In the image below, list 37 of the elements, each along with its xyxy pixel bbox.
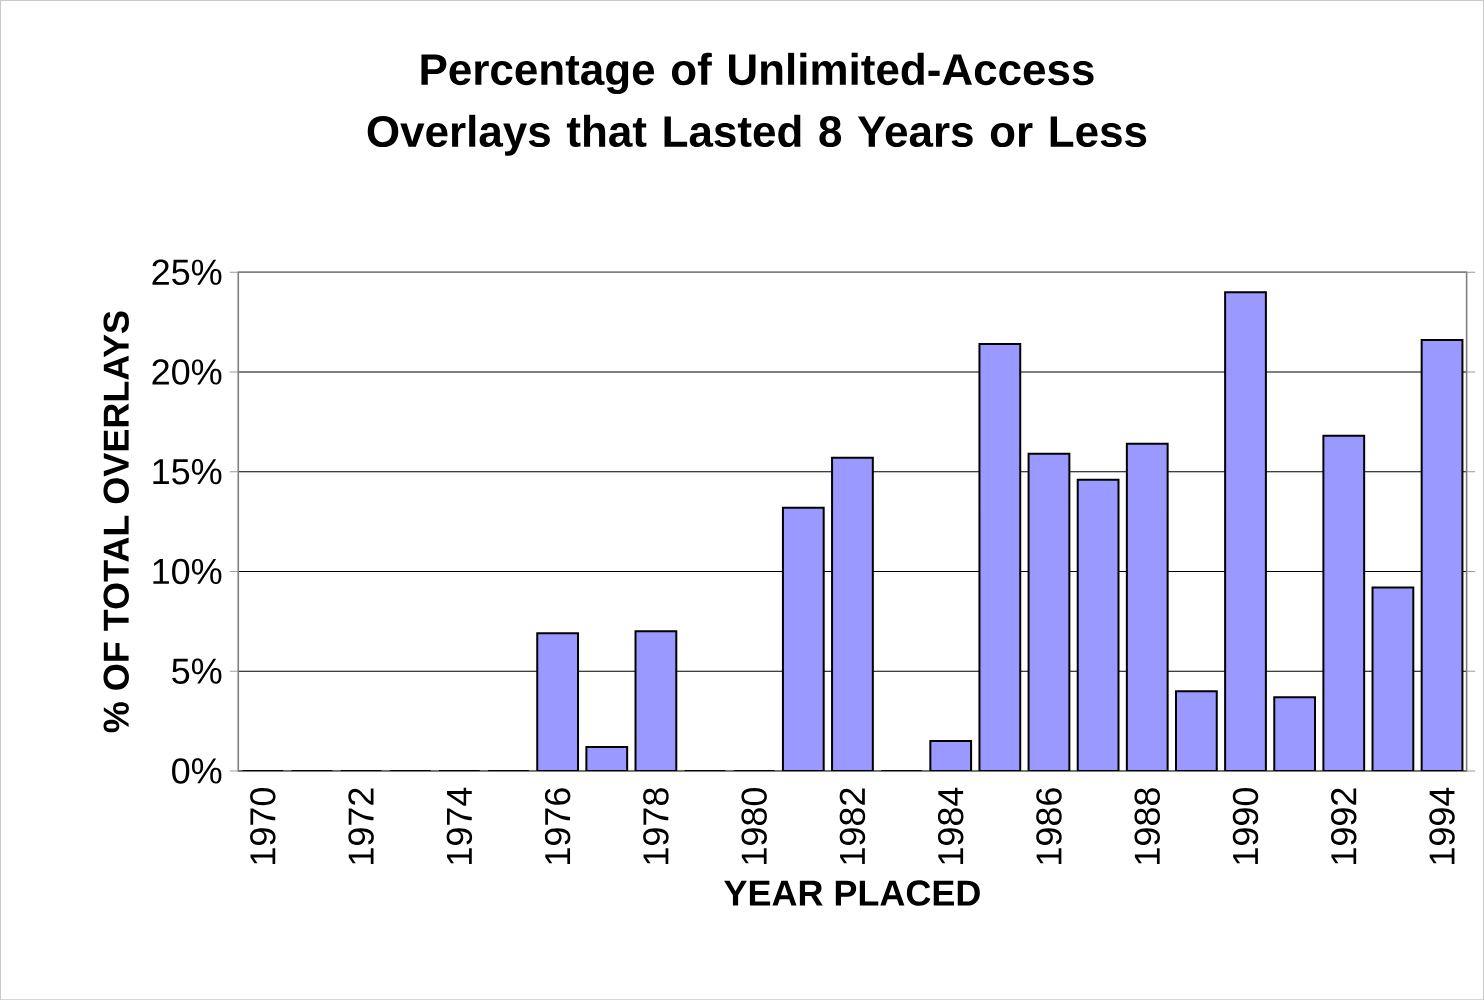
bar — [1274, 697, 1316, 771]
y-tick-label: 25% — [152, 259, 222, 285]
y-tick-label: 5% — [172, 658, 222, 684]
bar — [979, 343, 1021, 771]
bar — [1420, 338, 1464, 771]
x-tick-label: 1994 — [1429, 787, 1455, 864]
bar — [1126, 443, 1168, 771]
bar — [1175, 691, 1217, 771]
x-tick-label: 1970 — [250, 787, 276, 864]
bar — [1225, 292, 1266, 771]
x-tick-label: 1984 — [937, 787, 964, 864]
y-tick-label: 0% — [172, 758, 222, 784]
y-tick-label: 15% — [153, 458, 222, 485]
x-axis-title: YEAR PLACED — [724, 880, 980, 906]
bar — [537, 633, 579, 771]
y-axis-title: % OF TOTAL OVERLAYS — [103, 311, 129, 733]
bar — [635, 631, 677, 771]
x-tick-label: 1988 — [1134, 788, 1160, 864]
bar — [1372, 587, 1414, 771]
bar — [1028, 453, 1070, 771]
bar — [832, 457, 873, 771]
x-tick-label: 1974 — [446, 787, 473, 864]
y-tick-label: 20% — [152, 359, 222, 385]
bar — [1323, 435, 1365, 771]
bar — [1077, 479, 1119, 771]
chart-title: Percentage of Unlimited-Access Overlays that Lasted 8 Years or Less — [367, 52, 1147, 156]
x-tick-label: 1972 — [348, 788, 374, 864]
bar — [782, 507, 824, 771]
y-tick-label: 10% — [153, 558, 222, 585]
x-tick-label: 1986 — [1036, 788, 1062, 864]
x-tick-label: 1980 — [741, 787, 767, 864]
x-tick-label: 1976 — [544, 788, 571, 864]
x-tick-label: 1990 — [1232, 787, 1259, 864]
x-tick-label: 1992 — [1331, 788, 1357, 864]
x-tick-label: 1982 — [839, 788, 866, 864]
x-tick-label: 1978 — [643, 788, 669, 864]
bar — [930, 740, 972, 771]
